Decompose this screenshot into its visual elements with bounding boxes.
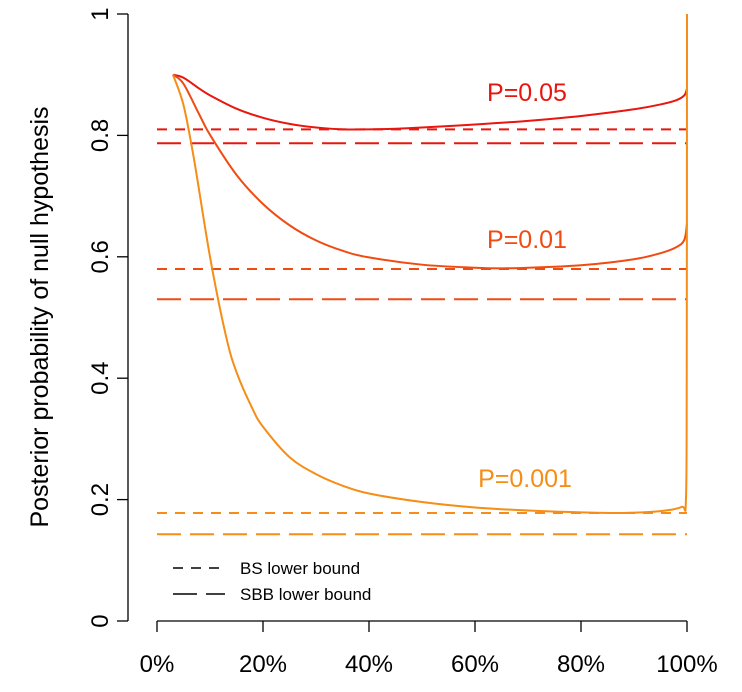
y-axis-label: Posterior probability of null hypothesis (26, 106, 54, 527)
legend: BS lower bound SBB lower bound (173, 559, 371, 604)
x-tick-label: 40% (345, 651, 393, 678)
y-tick-label: 1 (87, 7, 114, 20)
x-tick-label: 100% (656, 651, 717, 678)
y-tick-label: 0 (87, 614, 114, 627)
x-tick-label: 80% (557, 651, 605, 678)
legend-label: BS lower bound (240, 559, 360, 578)
series-curve (172, 73, 688, 270)
y-ticks: 0 0.2 0.4 0.6 0.8 1 (87, 7, 128, 628)
y-tick-label: 0.6 (87, 240, 114, 273)
series-labels: P=0.05 P=0.01 P=0.001 (478, 79, 572, 493)
x-ticks: 0% 20% 40% 60% 80% 100% (140, 621, 718, 678)
axes: 0% 20% 40% 60% 80% 100% 0 0.2 0.4 0.6 0.8 1 (87, 7, 718, 678)
series-label: P=0.05 (487, 79, 567, 107)
series-curve (171, 13, 688, 515)
x-tick-label: 0% (140, 651, 175, 678)
legend-label: SBB lower bound (240, 585, 371, 604)
x-tick-label: 20% (239, 651, 287, 678)
series-label: P=0.01 (487, 226, 567, 254)
plot-lines (157, 13, 688, 536)
series-label: P=0.001 (478, 465, 572, 493)
x-tick-label: 60% (451, 651, 499, 678)
y-tick-label: 0.4 (87, 362, 114, 395)
series-curve (172, 73, 688, 131)
y-tick-label: 0.2 (87, 483, 114, 516)
y-tick-label: 0.8 (87, 119, 114, 152)
